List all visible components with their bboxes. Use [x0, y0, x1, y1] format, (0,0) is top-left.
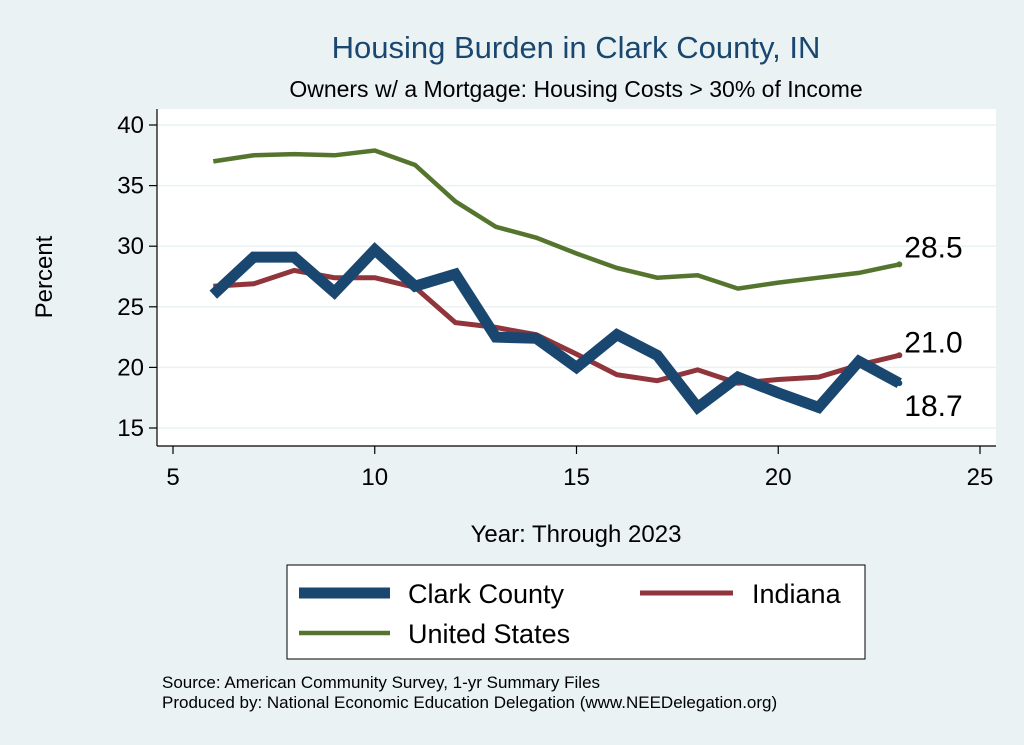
- x-axis-title: Year: Through 2023: [471, 521, 682, 548]
- source-note: Source: American Community Survey, 1-yr …: [162, 673, 600, 692]
- axes: 15 20 25 30 35 40 5 10 15 20 25: [117, 109, 996, 491]
- x-tick-label: 10: [361, 464, 388, 491]
- y-tick-label: 25: [117, 294, 144, 321]
- grid-lines: [157, 124, 996, 429]
- end-point-united-states: [896, 261, 903, 268]
- y-axis-title: Percent: [31, 235, 58, 318]
- y-tick-label: 15: [117, 415, 144, 442]
- y-tick-label: 20: [117, 354, 144, 381]
- produced-by-note: Produced by: National Economic Education…: [162, 693, 777, 712]
- chart-title: Housing Burden in Clark County, IN: [332, 30, 821, 65]
- end-labels: 18.7 21.0 28.5: [904, 231, 962, 423]
- legend: Clark County Indiana United States: [286, 564, 866, 660]
- end-label-clark-county: 18.7: [904, 390, 962, 423]
- end-point-clark-county: [896, 380, 903, 387]
- legend-label-clark-county: Clark County: [408, 579, 565, 609]
- x-tick-label: 25: [967, 464, 994, 491]
- end-label-indiana: 21.0: [904, 326, 962, 359]
- x-tick-label: 20: [765, 464, 792, 491]
- x-tick-label: 5: [166, 464, 179, 491]
- series-line-indiana: [213, 267, 900, 386]
- series-lines: [209, 148, 903, 416]
- chart-subtitle: Owners w/ a Mortgage: Housing Costs > 30…: [289, 76, 862, 102]
- y-tick-label: 40: [117, 112, 144, 139]
- end-label-united-states: 28.5: [904, 231, 962, 264]
- end-point-indiana: [896, 352, 903, 359]
- y-tick-label: 30: [117, 233, 144, 260]
- legend-label-indiana: Indiana: [752, 579, 842, 609]
- y-tick-label: 35: [117, 173, 144, 200]
- legend-box: [286, 564, 866, 660]
- x-tick-label: 15: [563, 464, 590, 491]
- series-line-clark-county: [209, 242, 902, 416]
- series-line-united-states: [212, 148, 900, 291]
- plot-area: [157, 109, 996, 446]
- legend-label-united-states: United States: [408, 619, 570, 649]
